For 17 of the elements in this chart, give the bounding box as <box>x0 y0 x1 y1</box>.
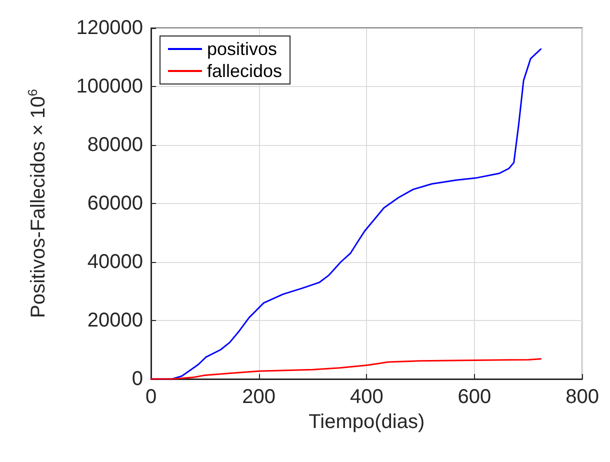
x-axis-title: Tiempo(dias) <box>308 410 425 433</box>
y-axis-title: Positivos-Fallecidos × 106 <box>25 89 50 318</box>
x-tick-label: 200 <box>242 386 276 408</box>
x-tick-label: 400 <box>350 386 384 408</box>
x-tick-label: 800 <box>566 386 600 408</box>
y-tick-label: 100000 <box>76 76 143 98</box>
y-tick-label: 20000 <box>87 310 143 332</box>
legend-label: fallecidos <box>207 61 282 81</box>
y-tick-label: 120000 <box>76 17 143 39</box>
y-tick-label: 0 <box>132 368 143 390</box>
y-tick-label: 60000 <box>87 192 143 214</box>
legend-label: positivos <box>207 39 278 59</box>
x-tick-label: 0 <box>145 386 157 408</box>
y-tick-label: 40000 <box>87 251 143 273</box>
x-tick-label: 600 <box>458 386 492 408</box>
y-tick-label: 80000 <box>87 134 143 156</box>
line-series <box>150 358 542 380</box>
